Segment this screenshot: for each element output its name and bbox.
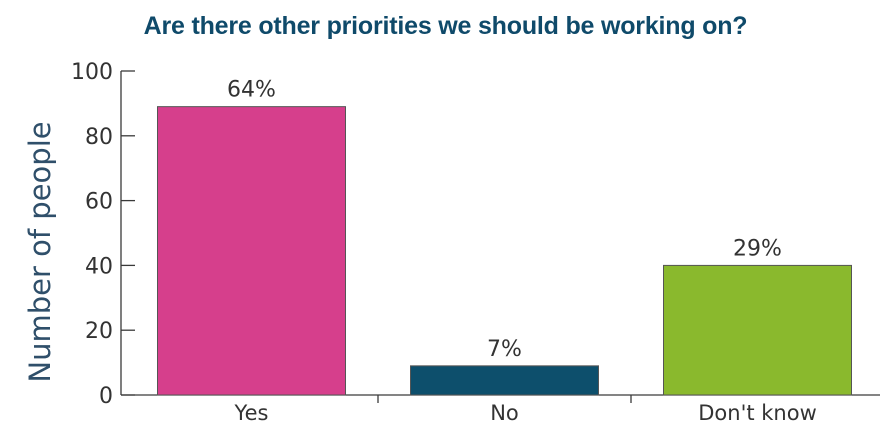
y-tick-label: 80 [85, 125, 113, 150]
bars [157, 106, 852, 396]
bar-yes [157, 106, 346, 396]
y-tick-label: 60 [85, 190, 113, 215]
data-labels: 64% 7% 29% [227, 78, 782, 362]
y-tick-label: 0 [99, 384, 113, 409]
bar-no [410, 365, 599, 396]
y-tick-label: 20 [85, 319, 113, 344]
y-axis: 0 20 40 60 80 100 [71, 60, 135, 409]
bar-data-label: 29% [733, 236, 782, 261]
x-category-label: Don't know [698, 401, 817, 423]
bar-don-t-know [663, 264, 852, 396]
chart-title: Are there other priorities we should be … [143, 12, 748, 40]
x-axis: Yes No Don't know [121, 394, 880, 423]
x-category-label: Yes [234, 401, 269, 423]
y-axis-title: Number of people [23, 121, 57, 382]
y-tick-label: 40 [85, 254, 113, 279]
bar-data-label: 64% [227, 78, 276, 103]
x-category-label: No [490, 401, 519, 423]
y-tick-label: 100 [71, 60, 113, 85]
bar-data-label: 7% [487, 337, 522, 362]
